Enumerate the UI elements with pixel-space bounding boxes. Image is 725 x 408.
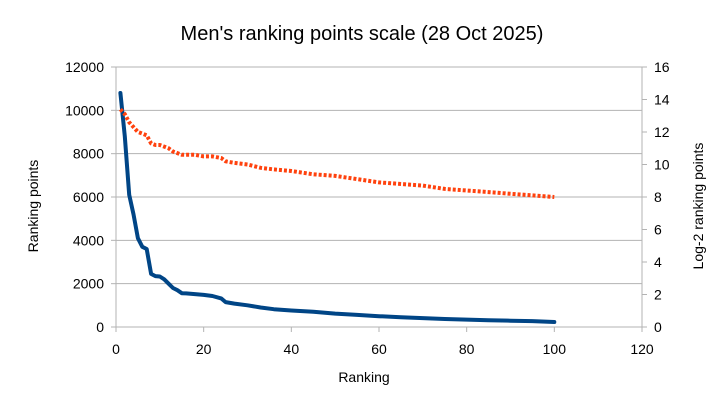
y2-tick-label-2: 4 [654, 254, 662, 270]
y2-tick-label-0: 0 [654, 319, 662, 335]
y2-axis-title: Log-2 ranking points [690, 143, 706, 270]
x-axis-ticks: 0 20 40 60 80 100 120 [112, 327, 654, 357]
y-tick-label-5: 10000 [65, 102, 104, 118]
y-tick-label-3: 6000 [73, 189, 104, 205]
x-axis-title: Ranking [338, 369, 389, 385]
log2-points-line [118, 107, 555, 199]
series-lines [118, 91, 557, 324]
y-axis-title: Ranking points [25, 160, 41, 253]
y2-tick-label-7: 14 [654, 92, 670, 108]
y-tick-label-0: 0 [96, 319, 104, 335]
x-tick-label-6: 120 [630, 341, 654, 357]
y2-tick-label-5: 10 [654, 157, 670, 173]
y2-tick-label-6: 12 [654, 124, 670, 140]
x-tick-label-0: 0 [112, 341, 120, 357]
chart-title: Men's ranking points scale (28 Oct 2025) [181, 23, 544, 45]
y2-tick-label-3: 6 [654, 222, 662, 238]
y-tick-label-2: 4000 [73, 232, 104, 248]
y-tick-label-4: 8000 [73, 146, 104, 162]
x-tick-label-3: 60 [371, 341, 387, 357]
y2-tick-label-8: 16 [654, 59, 670, 75]
x-tick-label-4: 80 [459, 341, 475, 357]
ranking-points-line [118, 91, 557, 324]
left-axis-ticks: 0 2000 4000 6000 8000 10000 12000 [65, 59, 116, 335]
x-tick-label-1: 20 [196, 341, 212, 357]
gridlines [116, 66, 642, 285]
y-tick-label-6: 12000 [65, 59, 104, 75]
y-tick-label-1: 2000 [73, 276, 104, 292]
x-tick-label-5: 100 [543, 341, 567, 357]
x-tick-label-2: 40 [284, 341, 300, 357]
right-axis-ticks: 0 2 4 6 8 10 12 14 16 [642, 59, 670, 335]
y2-tick-label-1: 2 [654, 287, 662, 303]
y2-tick-label-4: 8 [654, 189, 662, 205]
